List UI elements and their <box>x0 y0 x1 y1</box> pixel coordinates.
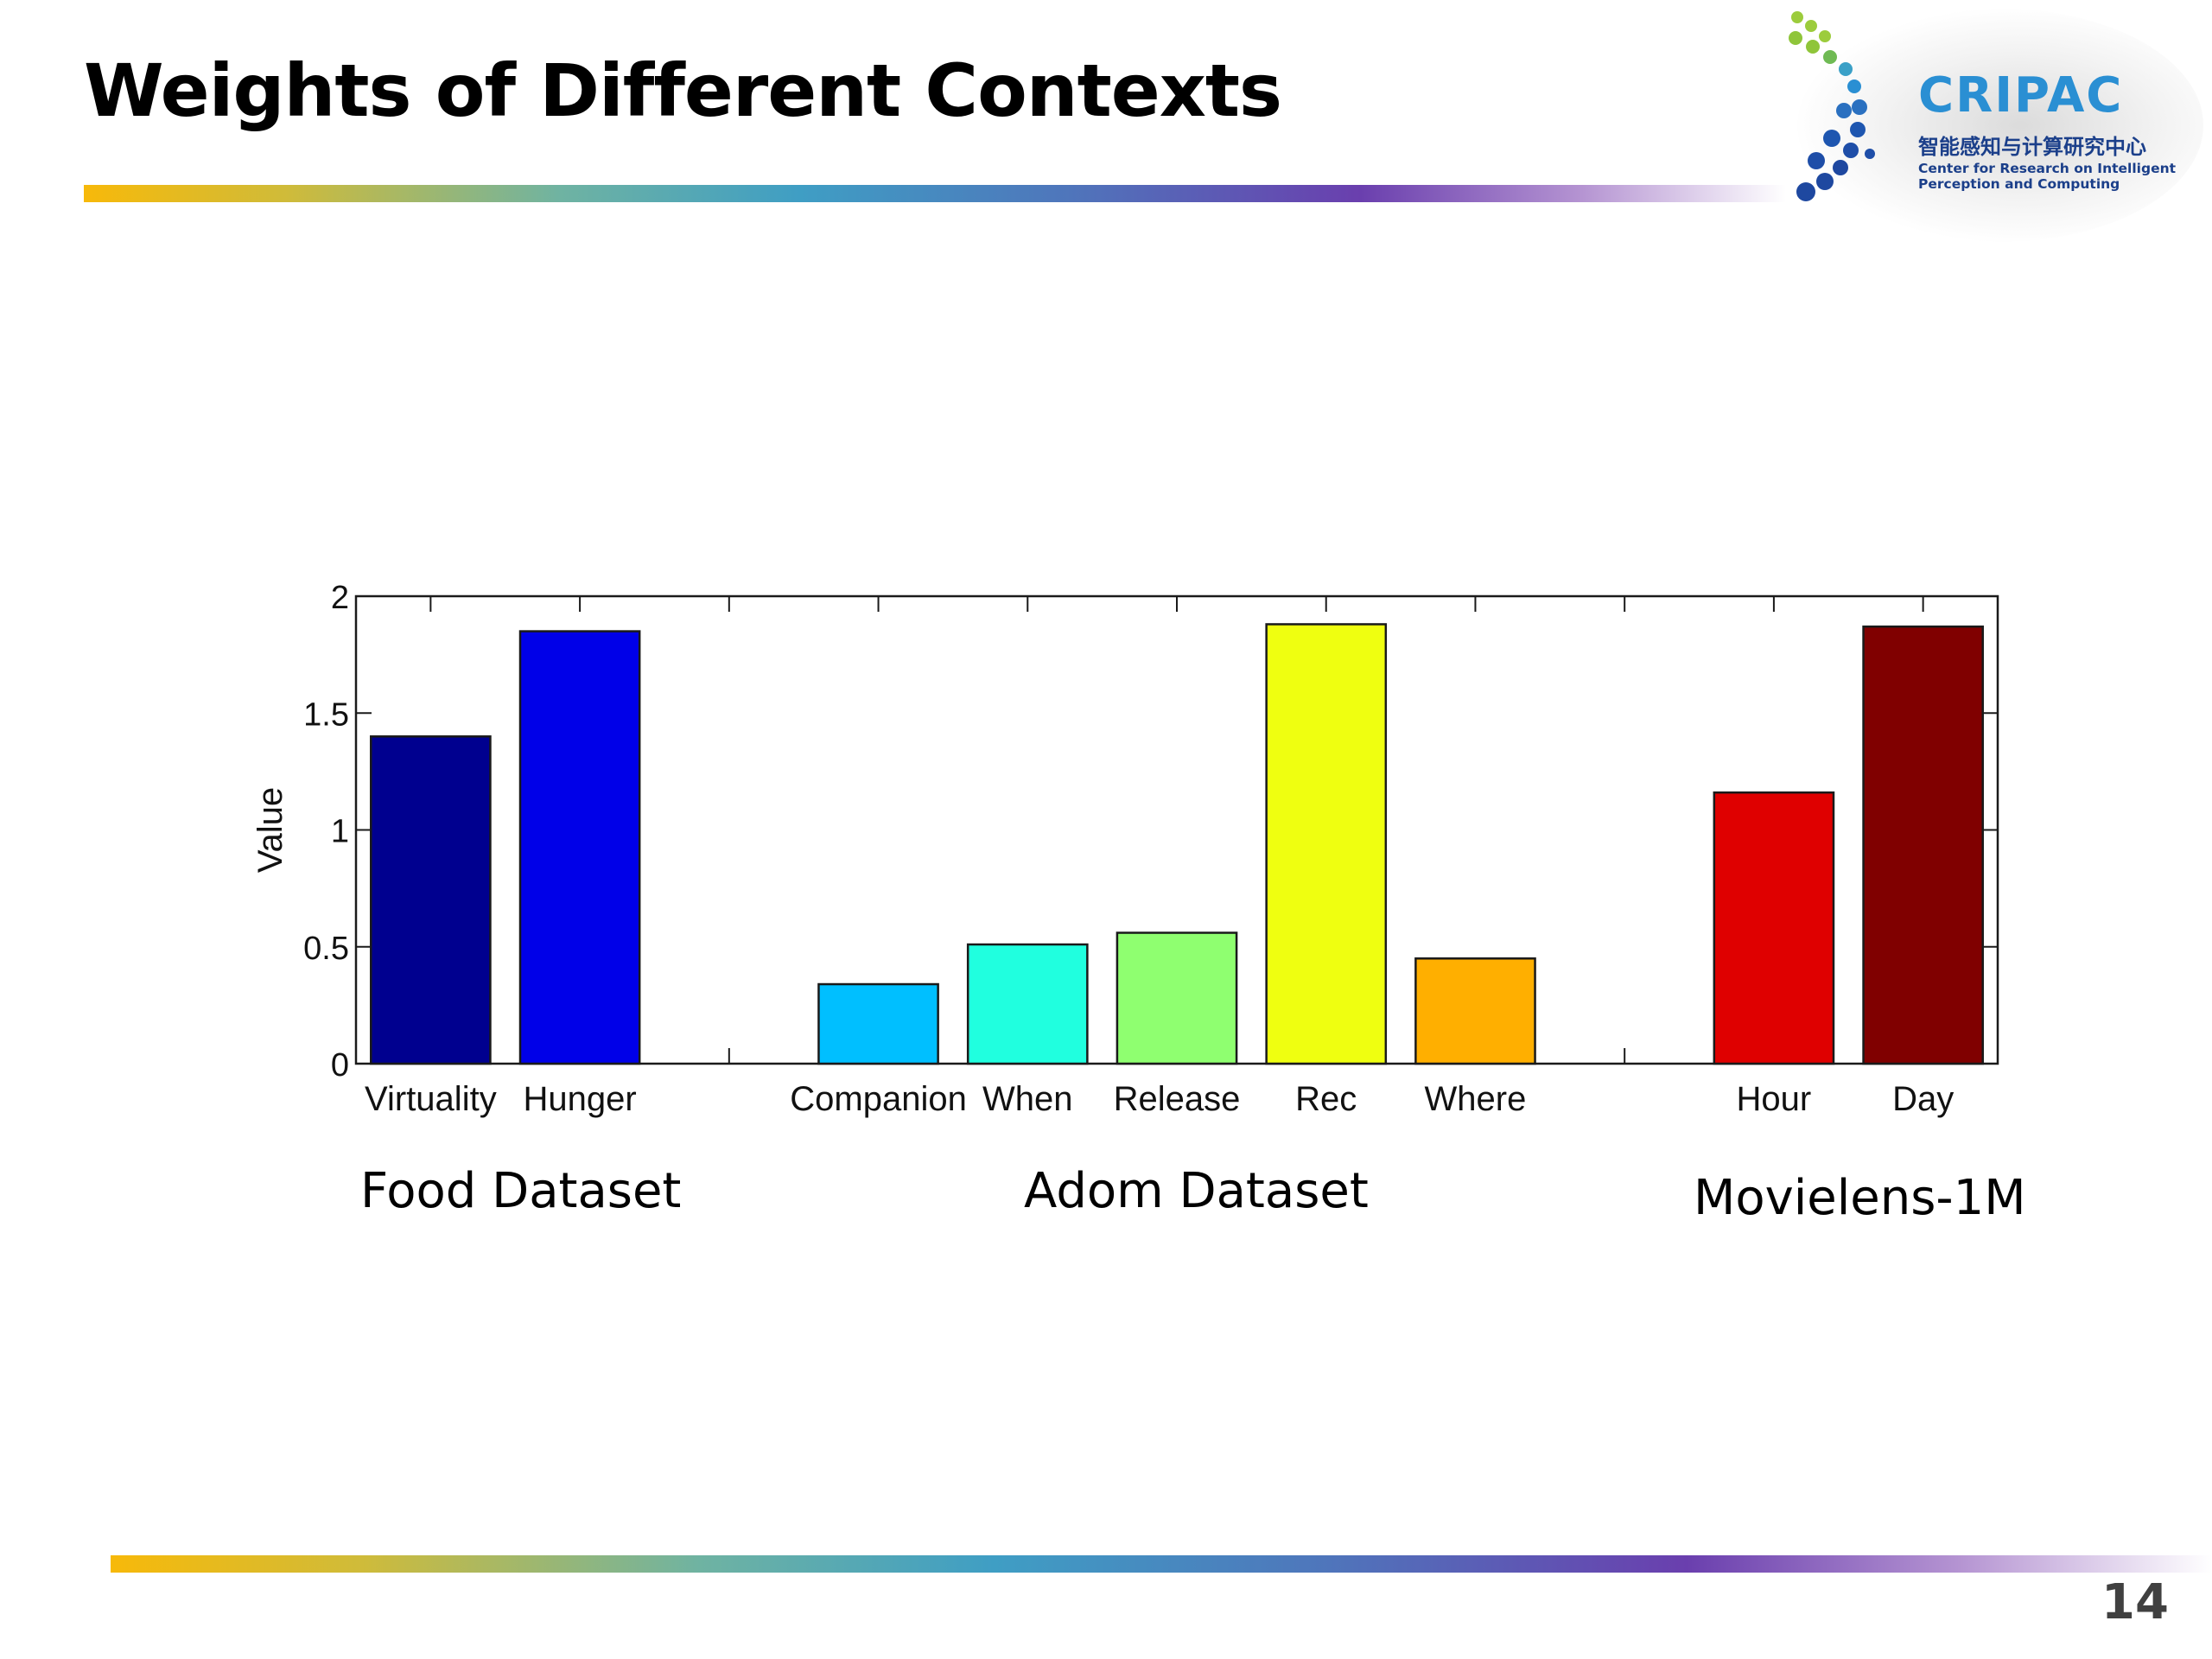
x-tick-label-when: When <box>982 1080 1073 1118</box>
logo-dot <box>1843 143 1859 158</box>
x-tick-label-hunger: Hunger <box>523 1080 636 1118</box>
logo-dot <box>1805 20 1817 32</box>
slide-title: Weights of Different Contexts <box>84 48 1282 133</box>
x-tick-label-release: Release <box>1114 1080 1241 1118</box>
logo-dot <box>1865 149 1875 159</box>
bar-where <box>1414 957 1536 1065</box>
y-tick-label: 2 <box>331 580 349 616</box>
bar-chart: 0 0.5 1 1.5 2 Virtuality Hunger Companion When Re… <box>251 580 1999 1118</box>
logo-dot <box>1823 130 1840 147</box>
bar-day <box>1862 625 1984 1065</box>
logo-dot <box>1839 62 1853 76</box>
logo-dot <box>1833 160 1848 175</box>
y-tick-label: 0 <box>331 1047 349 1084</box>
x-tick-label-virtuality: Virtuality <box>365 1080 497 1118</box>
x-tick-label-day: Day <box>1892 1080 1954 1118</box>
logo-dot <box>1791 11 1803 23</box>
logo-dot <box>1836 103 1852 118</box>
x-tick-label-rec: Rec <box>1295 1080 1357 1118</box>
logo-dot <box>1819 30 1831 42</box>
logo-dot <box>1806 40 1820 54</box>
bar-when <box>966 943 1089 1065</box>
cripac-logo: CRIPAC 智能感知与计算研究中心 Center for Research o… <box>1771 0 2212 259</box>
bottom-gradient-divider <box>111 1555 2212 1573</box>
bar-rec <box>1265 623 1388 1065</box>
y-tick-label: 1.5 <box>303 696 349 733</box>
logo-dot <box>1816 173 1834 190</box>
logo-subtitle-en-line1: Center for Research on Intelligent <box>1918 161 2177 176</box>
bar-companion <box>817 982 939 1065</box>
group-label-adom: Adom Dataset <box>1024 1163 1369 1219</box>
y-axis-label: Value <box>251 787 289 873</box>
bar-hunger <box>518 630 641 1065</box>
y-tick-label: 1 <box>331 814 349 850</box>
group-label-food: Food Dataset <box>360 1163 682 1219</box>
logo-subtitle-en: Center for Research on Intelligent Perce… <box>1918 161 2176 192</box>
y-tick-label: 0.5 <box>303 931 349 967</box>
bar-release <box>1116 931 1238 1065</box>
logo-subtitle-cn: 智能感知与计算研究中心 <box>1918 135 2146 159</box>
bar-hour <box>1713 791 1835 1065</box>
logo-dot <box>1808 152 1825 169</box>
logo-subtitle-en-line2: Perception and Computing <box>1918 176 2120 192</box>
logo-name: CRIPAC <box>1918 67 2124 124</box>
logo-dot <box>1852 99 1867 115</box>
logo-dot <box>1847 79 1861 93</box>
x-tick-label-hour: Hour <box>1737 1080 1812 1118</box>
logo-dot <box>1796 182 1815 201</box>
dot-arc-logo-icon <box>1789 11 1875 201</box>
group-label-movielens: Movielens-1M <box>1694 1170 2026 1226</box>
x-tick-label-where: Where <box>1425 1080 1527 1118</box>
logo-shadow <box>1797 9 2203 242</box>
logo-dot <box>1850 122 1866 137</box>
bar-virtuality <box>370 735 492 1065</box>
page-number: 14 <box>2101 1574 2169 1630</box>
top-gradient-divider <box>84 185 1786 202</box>
x-tick-label-companion: Companion <box>790 1080 967 1118</box>
logo-dot <box>1789 31 1802 45</box>
logo-dot <box>1823 50 1837 64</box>
